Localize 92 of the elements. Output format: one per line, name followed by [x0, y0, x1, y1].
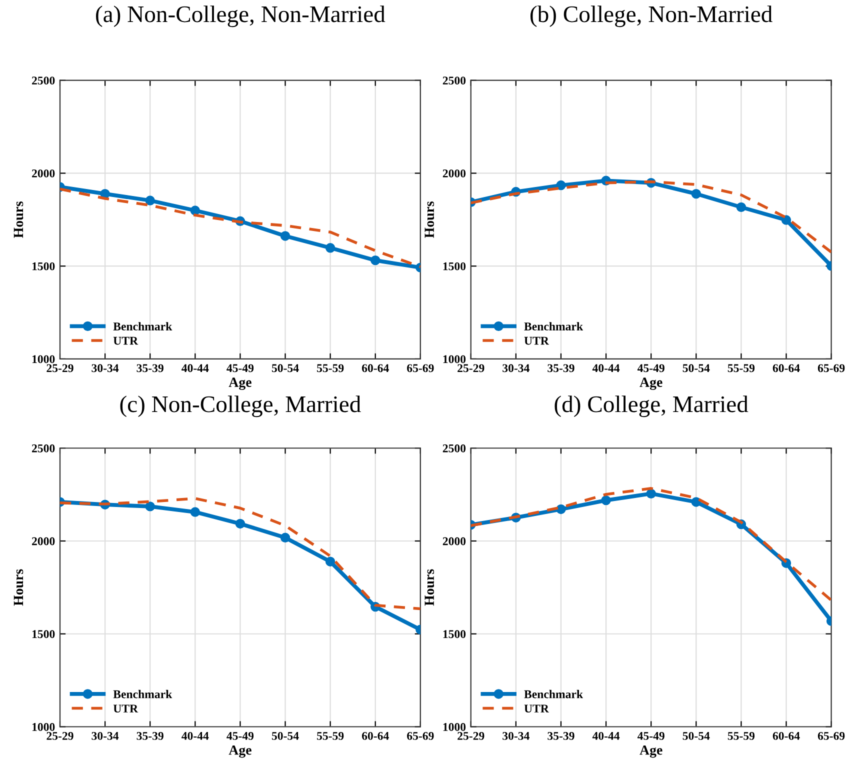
x-tick-label: 50-54 [272, 364, 299, 372]
legend-label: UTR [113, 336, 138, 345]
y-tick-label: 1000 [443, 722, 466, 731]
y-tick-label: 1500 [443, 630, 466, 638]
x-tick-label: 35-39 [548, 364, 574, 372]
chart-title: (b) College, Non-Married [530, 6, 772, 28]
x-tick-label: 25-29 [458, 732, 484, 740]
x-tick-label: 35-39 [136, 732, 164, 740]
point [646, 488, 656, 498]
chart-title: (d) College, Married [554, 396, 748, 418]
x-axis-title: Age [640, 378, 662, 390]
x-tick-label: 30-34 [502, 364, 530, 372]
y-tick-label: 2000 [442, 169, 466, 178]
chart-title: (a) Non-College, Non-Married [96, 6, 386, 28]
point [556, 180, 566, 190]
x-tick-label: 40-44 [182, 364, 209, 372]
y-tick-label: 1500 [32, 630, 55, 638]
point [145, 502, 155, 512]
y-axis-title: Hours [14, 201, 24, 238]
legend-label: UTR [524, 336, 550, 345]
x-tick-label: 25-29 [46, 732, 74, 740]
y-tick-label: 1000 [443, 355, 466, 364]
x-tick-label: 30-34 [92, 364, 119, 372]
y-axis-title: Hours [424, 569, 434, 606]
x-tick-label: 55-59 [317, 364, 344, 372]
point [235, 518, 246, 529]
chart-title: (c) Non-College, Married [120, 396, 361, 418]
x-tick-label: 30-34 [502, 732, 530, 740]
x-tick-label: 45-49 [637, 732, 664, 740]
point [370, 255, 380, 266]
y-tick-label: 1500 [443, 262, 466, 270]
x-tick-label: 55-59 [728, 732, 755, 740]
point [691, 188, 701, 199]
x-tick-label: 40-44 [592, 732, 620, 740]
y-tick-label: 2000 [442, 537, 466, 546]
x-axis-title: Age [640, 745, 662, 758]
y-tick-label: 2500 [442, 76, 466, 85]
point [736, 202, 746, 212]
y-axis-title: Hours [424, 201, 434, 238]
x-tick-label: 25-29 [46, 364, 74, 372]
x-tick-label: 55-59 [728, 364, 755, 372]
x-tick-label: 65-69 [407, 364, 434, 372]
x-tick-label: 60-64 [772, 732, 800, 740]
x-tick-label: 65-69 [818, 732, 845, 740]
y-tick-label: 2000 [32, 537, 55, 546]
y-tick-label: 1000 [32, 355, 55, 364]
x-tick-label: 45-49 [637, 364, 664, 372]
x-tick-label: 65-69 [407, 732, 434, 740]
x-axis-title: Age [228, 745, 252, 758]
point [190, 206, 200, 216]
legend-label: Benchmark [113, 322, 172, 330]
x-tick-label: 50-54 [682, 732, 710, 740]
x-axis-title: Age [228, 378, 252, 390]
y-axis-title: Hours [14, 569, 24, 606]
x-tick-label: 30-34 [92, 732, 119, 740]
point [781, 215, 792, 225]
line-series [470, 487, 832, 602]
x-tick-label: 25-29 [458, 364, 484, 372]
x-tick-label: 60-64 [772, 364, 800, 372]
x-tick-label: 65-69 [818, 364, 845, 372]
x-tick-label: 50-54 [272, 732, 299, 740]
x-tick-label: 55-59 [317, 732, 344, 740]
y-tick-label: 2500 [32, 76, 55, 85]
y-tick-label: 2000 [32, 169, 55, 178]
y-tick-label: 1000 [32, 722, 55, 731]
legend-label: UTR [113, 704, 138, 713]
x-tick-label: 35-39 [548, 732, 574, 740]
x-tick-label: 35-39 [136, 364, 164, 372]
y-tick-label: 2500 [442, 444, 466, 452]
x-tick-label: 40-44 [182, 732, 209, 740]
x-tick-label: 50-54 [682, 364, 710, 372]
point [691, 497, 701, 507]
x-tick-label: 45-49 [226, 732, 254, 740]
point [145, 196, 155, 206]
y-tick-label: 2500 [32, 444, 55, 452]
x-tick-label: 40-44 [592, 364, 620, 372]
point [280, 231, 290, 241]
point [325, 243, 336, 253]
x-tick-label: 45-49 [226, 364, 254, 372]
point [280, 532, 290, 543]
point [601, 495, 611, 506]
legend-label: Benchmark [524, 690, 584, 698]
y-tick-label: 1500 [32, 262, 55, 270]
point [556, 504, 566, 514]
point [190, 507, 200, 517]
legend-label: Benchmark [524, 322, 584, 330]
line-series [60, 497, 420, 610]
legend-label: Benchmark [113, 690, 172, 698]
legend-label: UTR [524, 704, 550, 713]
x-tick-label: 60-64 [362, 732, 389, 740]
point [325, 556, 336, 566]
x-tick-label: 60-64 [362, 364, 389, 372]
